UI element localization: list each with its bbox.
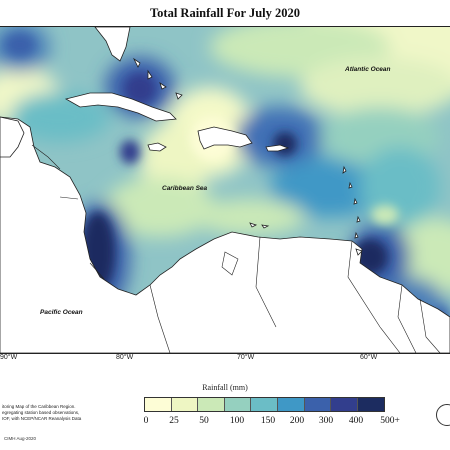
bahamas-land: [132, 57, 183, 100]
note-line: egregating station based observations,: [2, 410, 80, 415]
colorbar-label: 100: [229, 416, 245, 426]
tick-90w: 90°W: [0, 354, 18, 361]
country-borders: [31, 144, 441, 353]
colorbar-label: 400: [348, 416, 364, 426]
colorbar-label: 200: [289, 416, 305, 426]
colorbar-swatch: [171, 398, 199, 411]
tick-70w: 70°W: [237, 354, 255, 361]
colorbar-labels: 0 25 50 100 150 200 300 400 500+: [0, 416, 450, 430]
puerto-rico-land: [265, 144, 290, 152]
tick-60w: 60°W: [360, 354, 378, 361]
colorbar-swatch: [224, 398, 252, 411]
colorbar-swatch: [145, 398, 172, 411]
yucatan-land: [0, 116, 25, 158]
florida-land: [94, 27, 131, 62]
central-america-land: [0, 116, 450, 353]
colorbar-swatch: [304, 398, 332, 411]
pacific-ocean-label: Pacific Ocean: [40, 309, 83, 316]
jamaica-land: [147, 142, 167, 152]
colorbar-swatch: [251, 398, 278, 411]
rainfall-map: Atlantic Ocean Caribbean Sea Pacific Oce…: [0, 26, 450, 354]
colorbar-swatch: [198, 398, 225, 411]
note-line: itoring Map of the Caribbean Region.: [2, 404, 76, 409]
credit-text: CIMH Aug-2020: [4, 436, 37, 441]
map-notes: itoring Map of the Caribbean Region. egr…: [2, 404, 122, 422]
atlantic-ocean-label: Atlantic Ocean: [344, 66, 391, 73]
hispaniola-land: [197, 126, 253, 150]
colorbar-swatch: [277, 398, 305, 411]
caribbean-sea-label: Caribbean Sea: [162, 185, 208, 192]
abc-islands-land: [249, 222, 270, 229]
colorbar-title: Rainfall (mm): [202, 383, 248, 392]
tick-80w: 80°W: [116, 354, 134, 361]
colorbar-label: 25: [169, 416, 179, 426]
note-line: IOF, with NCEP/NCAR Reanalysis Data: [2, 416, 82, 421]
map-title: Total Rainfall For July 2020: [149, 6, 301, 20]
map-canvas: Atlantic Ocean Caribbean Sea Pacific Oce…: [0, 27, 450, 353]
colorbar-label: 300: [318, 416, 334, 426]
colorbar-label: 0: [143, 416, 149, 426]
colorbar-label: 50: [199, 416, 209, 426]
colorbar-swatch: [357, 398, 385, 411]
land-masses: [0, 27, 450, 353]
colorbar-label: 150: [260, 416, 276, 426]
lesser-antilles-land: [342, 165, 363, 256]
colorbar-swatch: [331, 398, 358, 411]
cuba-land: [64, 92, 177, 122]
agency-logo-icon: [436, 404, 450, 426]
colorbar: [144, 397, 386, 412]
colorbar-label: 500+: [380, 416, 400, 426]
